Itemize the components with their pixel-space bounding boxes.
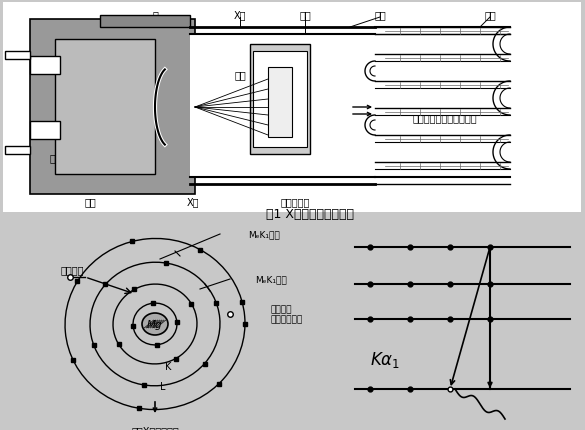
Text: MₑK₁光子: MₑK₁光子 xyxy=(248,230,280,239)
Bar xyxy=(268,68,292,138)
Text: 铜: 铜 xyxy=(152,10,158,20)
Text: K: K xyxy=(165,361,171,371)
Text: 接灯丝变压器及高压电源: 接灯丝变压器及高压电源 xyxy=(412,113,477,123)
Bar xyxy=(375,163,510,169)
Bar xyxy=(5,52,30,60)
Bar xyxy=(100,16,190,28)
Text: 冷却水: 冷却水 xyxy=(61,73,79,83)
Text: 二次电子
（贡献电子）: 二次电子 （贡献电子） xyxy=(270,304,302,324)
Bar xyxy=(375,136,510,143)
Text: L: L xyxy=(160,381,166,391)
Text: 金属聚焦罩: 金属聚焦罩 xyxy=(280,197,309,206)
Bar xyxy=(375,109,510,116)
Bar xyxy=(30,122,60,140)
Bar xyxy=(253,52,307,147)
Bar xyxy=(55,40,155,175)
Text: 标识X射线的产生: 标识X射线的产生 xyxy=(131,425,179,430)
Text: 图1 X射线管剖面示意图: 图1 X射线管剖面示意图 xyxy=(266,208,354,221)
Bar xyxy=(375,28,510,35)
Bar xyxy=(5,147,30,155)
Text: 钨丝: 钨丝 xyxy=(374,10,386,20)
Bar xyxy=(3,3,581,212)
Text: X光: X光 xyxy=(234,10,246,20)
Bar xyxy=(30,20,195,194)
Text: 电子: 电子 xyxy=(234,70,246,80)
Bar xyxy=(190,35,375,178)
Text: 靶: 靶 xyxy=(49,153,55,163)
Text: X光: X光 xyxy=(187,197,199,206)
Text: 真空: 真空 xyxy=(299,10,311,20)
Text: 铍窗: 铍窗 xyxy=(84,197,96,206)
Text: Mg: Mg xyxy=(147,319,163,329)
Bar xyxy=(250,45,310,155)
Text: K$\alpha_1$: K$\alpha_1$ xyxy=(370,349,400,369)
Text: 玻璃: 玻璃 xyxy=(484,10,496,20)
Text: 入射电子: 入射电子 xyxy=(60,264,84,274)
Bar xyxy=(375,82,510,89)
Bar xyxy=(375,55,510,62)
Ellipse shape xyxy=(142,313,168,335)
Text: MₑK₁光子: MₑK₁光子 xyxy=(255,275,287,284)
Bar xyxy=(30,57,60,75)
